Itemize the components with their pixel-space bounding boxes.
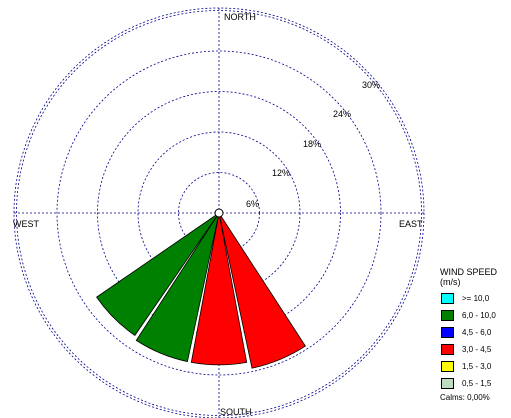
- legend-label: 1,5 - 3,0: [462, 361, 492, 371]
- legend-item: 6,0 - 10,0: [440, 308, 510, 322]
- legend-title: WIND SPEED (m/s): [440, 267, 510, 287]
- legend-swatch: [441, 377, 454, 389]
- legend-item: 4,5 - 6,0: [440, 325, 510, 339]
- legend-item: 0,5 - 1,5: [440, 376, 510, 390]
- ring-30: [16, 10, 422, 416]
- ring-label-6: 6%: [246, 199, 259, 209]
- legend-items: >= 10,0 6,0 - 10,0 4,5 - 6,0 3,0 - 4,5 1,5 -…: [440, 291, 510, 390]
- legend-swatch: [441, 292, 454, 304]
- legend-label: 0,5 - 1,5: [462, 378, 492, 388]
- ring-label-18: 18%: [303, 139, 321, 149]
- direction-east-label: EAST: [399, 219, 423, 229]
- legend-title-line2: (m/s): [440, 277, 461, 287]
- legend-item: >= 10,0: [440, 291, 510, 305]
- legend-swatch: [441, 360, 454, 372]
- legend-title-line1: WIND SPEED: [440, 267, 498, 277]
- legend-swatch: [441, 326, 454, 338]
- legend-label: >= 10,0: [462, 293, 490, 303]
- ring-labels: 6% 12% 18% 24% 30%: [246, 80, 380, 209]
- ring-18: [97, 91, 341, 335]
- ring-label-12: 12%: [272, 168, 290, 178]
- ring-label-24: 24%: [333, 109, 351, 119]
- legend: WIND SPEED (m/s) >= 10,0 6,0 - 10,0 4,5 - …: [440, 267, 510, 402]
- ring-label-30: 30%: [362, 80, 380, 90]
- legend-swatch: [441, 343, 454, 355]
- legend-label: 4,5 - 6,0: [462, 327, 492, 337]
- petal-225: [96, 212, 220, 336]
- legend-label: 3,0 - 4,5: [462, 344, 492, 354]
- legend-item: 3,0 - 4,5: [440, 342, 510, 356]
- legend-item: 1,5 - 3,0: [440, 359, 510, 373]
- legend-label: 6,0 - 10,0: [462, 310, 496, 320]
- ring-24: [56, 50, 382, 376]
- direction-south-label: SOUTH: [220, 407, 252, 417]
- direction-north-label: NORTH: [224, 12, 256, 22]
- direction-west-label: WEST: [13, 219, 40, 229]
- petals: [96, 212, 306, 369]
- petal-202.5: [135, 212, 220, 363]
- petal-180: [190, 212, 248, 366]
- legend-swatch: [441, 309, 454, 321]
- petal-157.5: [218, 212, 306, 369]
- legend-calms: Calms: 0,00%: [440, 393, 490, 402]
- center-marker: [214, 208, 224, 218]
